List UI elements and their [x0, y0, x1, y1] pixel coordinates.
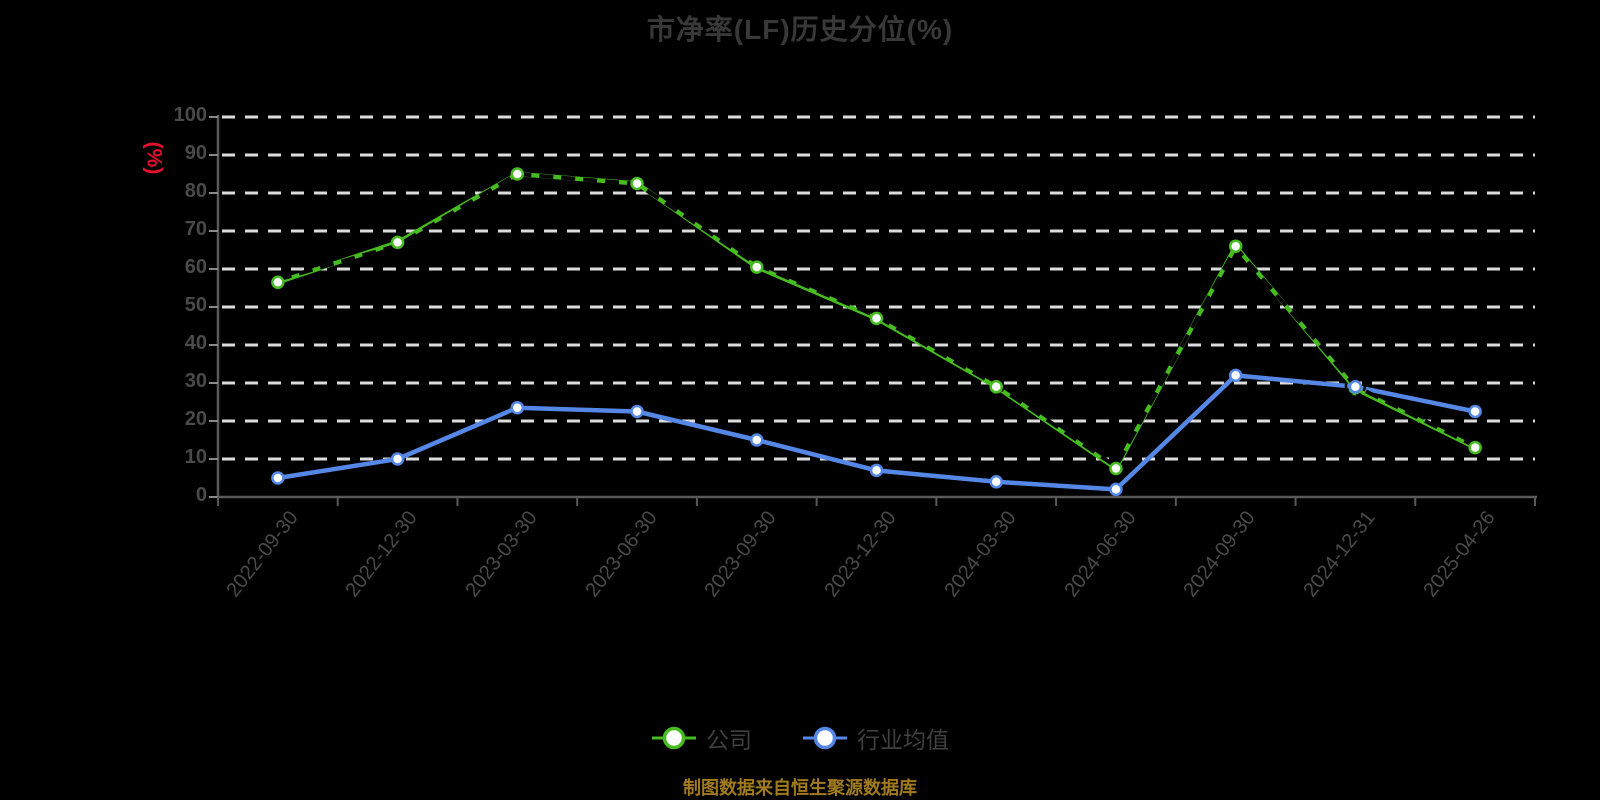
- y-axis-tick-label: 90: [184, 142, 207, 164]
- legend-label-industry-average: 行业均值: [857, 727, 949, 753]
- data-point-公司-2023-03-30[interactable]: [510, 167, 525, 181]
- legend-label-company: 公司: [706, 727, 752, 753]
- y-axis-tick-label: 80: [184, 180, 207, 202]
- y-axis-tick-label: 50: [184, 294, 207, 316]
- data-point-行业均值-2023-06-30[interactable]: [630, 404, 644, 419]
- data-point-公司-2024-09-30[interactable]: [1228, 239, 1243, 253]
- data-point-公司-2025-04-26[interactable]: [1468, 440, 1482, 455]
- y-axis-tick-label: 70: [184, 218, 207, 240]
- data-point-公司-2024-03-30[interactable]: [989, 380, 1003, 394]
- data-source-note: 制图数据来自恒生聚源数据库: [683, 778, 917, 798]
- data-point-行业均值-2023-03-30[interactable]: [510, 400, 525, 415]
- data-point-公司-2024-06-30[interactable]: [1109, 461, 1123, 476]
- y-axis-tick-label: 100: [173, 104, 207, 126]
- dashed-overlay-ring: [1344, 375, 1367, 397]
- legend-marker-company: [652, 726, 696, 750]
- data-point-行业均值-2023-09-30[interactable]: [750, 433, 764, 447]
- data-point-行业均值-2025-04-26[interactable]: [1468, 404, 1482, 419]
- data-point-公司-2023-09-30[interactable]: [750, 260, 764, 274]
- data-point-公司-2023-12-30[interactable]: [869, 311, 884, 326]
- y-axis-tick-label: 10: [184, 446, 207, 468]
- data-point-行业均值-2024-03-30[interactable]: [989, 475, 1003, 489]
- data-point-行业均值-2024-06-30[interactable]: [1109, 482, 1123, 497]
- data-point-公司-2022-12-30[interactable]: [390, 235, 405, 250]
- data-point-行业均值-2024-09-30[interactable]: [1228, 368, 1243, 383]
- y-axis-tick-label: 20: [184, 408, 207, 430]
- data-point-公司-2022-09-30[interactable]: [271, 275, 285, 290]
- y-axis-tick-label: 40: [184, 332, 207, 354]
- chart-title: 市净率(LF)历史分位(%): [646, 14, 954, 45]
- legend-item-company[interactable]: 公司: [651, 721, 752, 755]
- legend-item-industry-average[interactable]: 行业均值: [802, 721, 949, 755]
- data-point-行业均值-2022-12-30[interactable]: [390, 452, 405, 466]
- data-point-公司-2023-06-30[interactable]: [630, 176, 644, 191]
- y-axis-tick-label: 0: [195, 484, 207, 506]
- y-axis-tick-label: 30: [184, 370, 207, 392]
- data-point-行业均值-2024-12-31[interactable]: [1348, 380, 1363, 394]
- data-point-行业均值-2023-12-30[interactable]: [869, 463, 884, 478]
- legend: 公司 行业均值: [0, 721, 1600, 755]
- y-axis-tick-label: 60: [184, 256, 207, 278]
- legend-marker-industry-average: [803, 726, 847, 750]
- data-point-行业均值-2022-09-30[interactable]: [271, 471, 285, 485]
